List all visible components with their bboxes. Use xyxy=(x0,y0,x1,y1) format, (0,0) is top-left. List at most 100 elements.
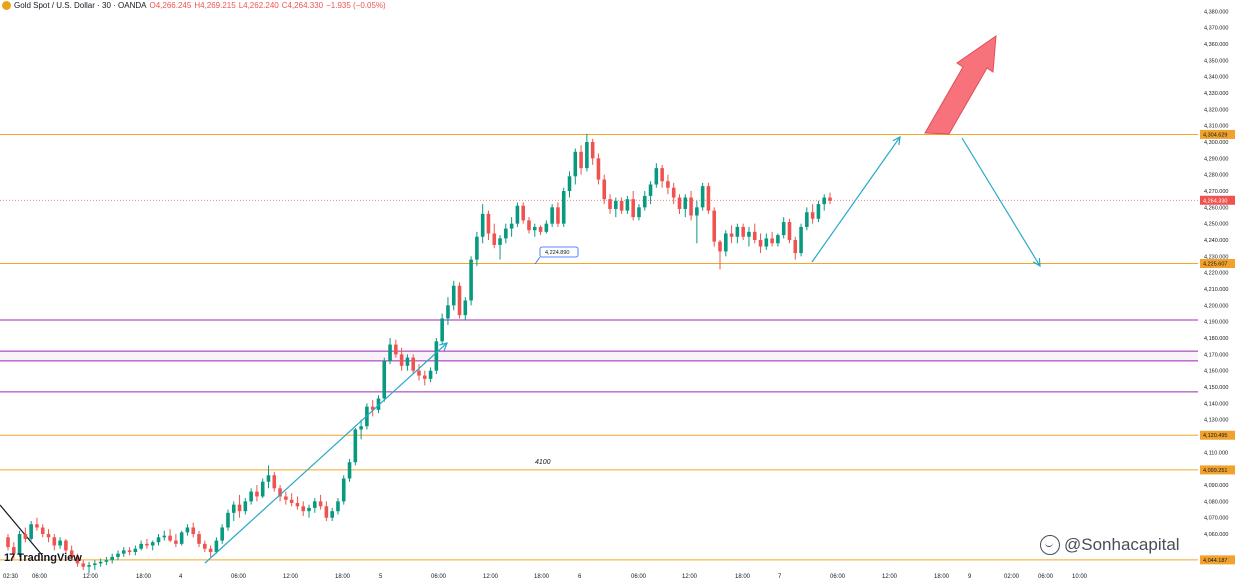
candle-body xyxy=(69,550,74,557)
y-axis-tick-label: 4,090.000 xyxy=(1204,483,1228,489)
bullish-target-arrow[interactable] xyxy=(924,34,997,135)
candle-body xyxy=(585,142,589,169)
candle-body xyxy=(6,537,10,548)
price-level-tag[interactable] xyxy=(1200,430,1235,440)
candle-body xyxy=(422,375,427,379)
candle-body xyxy=(185,527,190,533)
candle-body xyxy=(480,213,485,237)
projection-arrow[interactable] xyxy=(811,136,901,263)
candle-body xyxy=(752,231,757,241)
y-axis-tick-label: 4,330.000 xyxy=(1204,91,1228,97)
x-axis-tick-label: 12:00 xyxy=(682,574,698,580)
candle-body xyxy=(243,501,248,512)
candle-body xyxy=(689,197,693,216)
candle-body xyxy=(197,534,201,544)
candle-body xyxy=(11,547,16,554)
candle-body xyxy=(121,550,126,554)
candle-body xyxy=(573,151,578,177)
candle-body xyxy=(758,240,763,247)
candle-body xyxy=(353,429,358,463)
x-axis-tick-label: 7 xyxy=(778,574,782,580)
candle-body xyxy=(677,197,682,209)
candle-body xyxy=(110,556,114,561)
x-axis-tick-label: 6 xyxy=(578,574,582,580)
candle-body xyxy=(642,195,647,208)
tradingview-logo[interactable]: 17 TradingView xyxy=(4,552,82,564)
candle-body xyxy=(810,212,815,219)
candle-body xyxy=(428,370,433,379)
candle-body xyxy=(203,543,207,549)
y-axis-tick-label: 4,180.000 xyxy=(1204,336,1228,342)
chat-bubble-icon xyxy=(1040,535,1060,555)
symbol-title[interactable]: Gold Spot / U.S. Dollar · 30 · OANDA xyxy=(14,1,147,10)
price-level-tag[interactable] xyxy=(1200,259,1235,269)
candle-body xyxy=(527,220,531,231)
ohlc-close: C4,264.330 xyxy=(281,1,324,10)
tradingview-mark-icon: 17 xyxy=(4,552,15,564)
projection-arrow[interactable] xyxy=(204,342,448,564)
candle-body xyxy=(313,501,317,508)
y-axis-tick-label: 4,340.000 xyxy=(1204,75,1228,81)
candle-body xyxy=(394,344,398,355)
candle-body xyxy=(382,360,387,399)
x-axis-tick-label: 4 xyxy=(179,574,183,580)
x-axis-tick-label: 06:00 xyxy=(631,574,647,580)
price-level-tag-text: 4,044.187 xyxy=(1203,558,1227,564)
candle-body xyxy=(625,199,630,211)
candle-body xyxy=(515,205,520,224)
price-level-tag-text: 4,099.251 xyxy=(1203,468,1227,474)
candle-body xyxy=(417,370,421,376)
candle-body xyxy=(631,199,635,218)
candle-body xyxy=(35,524,39,528)
candle-body xyxy=(23,534,28,539)
candle-body xyxy=(52,537,57,546)
candle-body xyxy=(336,501,340,512)
y-axis-tick-label: 4,240.000 xyxy=(1204,238,1228,244)
candle-body xyxy=(654,168,659,185)
candle-body xyxy=(637,207,641,218)
y-axis-tick-label: 4,320.000 xyxy=(1204,107,1228,113)
y-axis-tick-label: 4,130.000 xyxy=(1204,418,1228,424)
ohlc-low: L4,262.240 xyxy=(238,1,279,10)
candle-body xyxy=(660,168,664,182)
price-note-text: 4,224.890 xyxy=(545,250,569,256)
x-axis-tick-label: 02:00 xyxy=(1004,574,1020,580)
candle-body xyxy=(376,398,381,410)
candle-body xyxy=(469,259,473,301)
price-level-tag[interactable] xyxy=(1200,555,1235,565)
level-text-4100: 4100 xyxy=(535,459,551,466)
y-axis-tick-label: 4,300.000 xyxy=(1204,140,1228,146)
candle-body xyxy=(98,561,103,564)
candle-body xyxy=(556,207,560,224)
candle-body xyxy=(324,506,329,518)
candle-body xyxy=(399,354,404,366)
current-price-tag[interactable] xyxy=(1200,195,1235,205)
candle-body xyxy=(341,478,346,502)
y-axis-tick-label: 4,270.000 xyxy=(1204,189,1228,195)
candle-body xyxy=(150,542,155,546)
y-axis-tick-label: 4,070.000 xyxy=(1204,516,1228,522)
candle-body xyxy=(770,238,774,244)
trend-line[interactable] xyxy=(0,504,43,556)
candle-body xyxy=(133,548,138,553)
x-axis-tick-label: 18:00 xyxy=(934,574,950,580)
candle-body xyxy=(683,197,688,209)
y-axis-tick-label: 4,290.000 xyxy=(1204,156,1228,162)
price-level-tag-text: 4,225.607 xyxy=(1203,262,1227,268)
projection-arrowhead xyxy=(892,135,901,146)
candle-body xyxy=(451,285,456,306)
price-level-tag[interactable] xyxy=(1200,129,1235,139)
candle-body xyxy=(214,540,219,553)
candle-body xyxy=(116,553,120,557)
candle-body xyxy=(266,475,271,482)
x-axis-tick-label: 18:00 xyxy=(335,574,351,580)
ohlc-open: O4,266.245 xyxy=(149,1,192,10)
candle-body xyxy=(249,491,253,502)
projection-arrow[interactable] xyxy=(961,137,1041,267)
candle-body xyxy=(816,204,821,219)
y-axis-tick-label: 4,350.000 xyxy=(1204,58,1228,64)
price-note-box[interactable] xyxy=(539,246,579,258)
price-level-tag[interactable] xyxy=(1200,465,1235,475)
candle-body xyxy=(706,186,711,211)
